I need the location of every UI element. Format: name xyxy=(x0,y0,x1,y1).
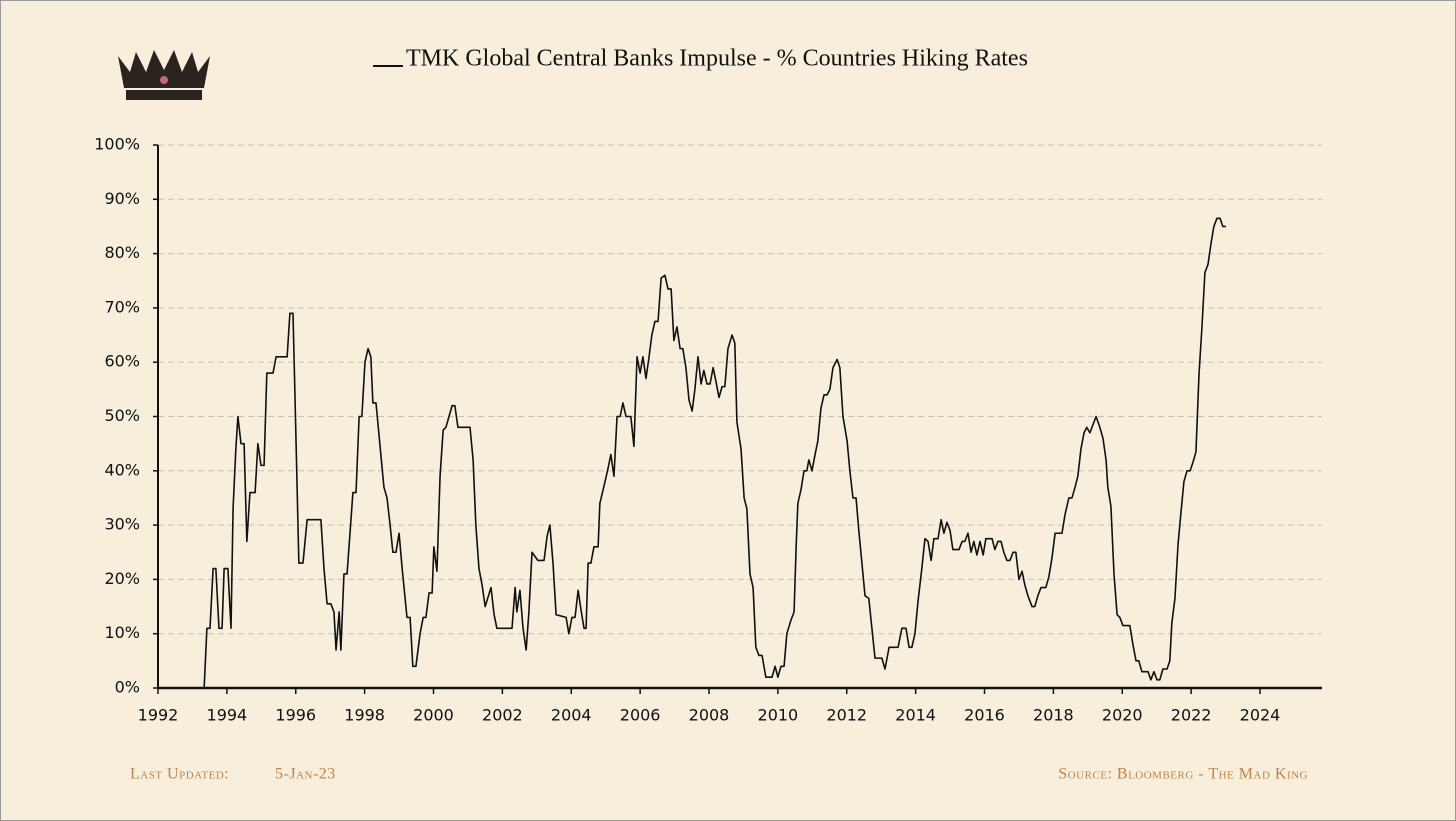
x-tick-label: 1998 xyxy=(344,706,385,725)
x-tick-label: 1996 xyxy=(275,706,316,725)
x-tick-label: 2004 xyxy=(551,706,592,725)
x-tick-label: 2016 xyxy=(964,706,1005,725)
y-tick-label: 0% xyxy=(115,678,140,697)
x-tick-label: 2008 xyxy=(689,706,730,725)
y-tick-label: 40% xyxy=(104,460,140,479)
x-tick-label: 1994 xyxy=(207,706,248,725)
x-tick-label: 2006 xyxy=(620,706,661,725)
y-tick-label: 10% xyxy=(104,623,140,642)
x-tick-label: 1992 xyxy=(138,706,179,725)
chart-title: TMK Global Central Banks Impulse - % Cou… xyxy=(406,46,1028,72)
y-tick-label: 100% xyxy=(94,135,140,154)
x-tick-label: 2020 xyxy=(1102,706,1143,725)
x-tick-label: 2018 xyxy=(1033,706,1074,725)
x-tick-label: 2000 xyxy=(413,706,454,725)
x-tick-label: 2014 xyxy=(895,706,936,725)
y-tick-label: 20% xyxy=(104,569,140,588)
footer-source: Source: Bloomberg - The Mad King xyxy=(1058,766,1308,783)
crown-logo xyxy=(118,50,210,100)
footer-updated-date: 5-Jan-23 xyxy=(275,766,336,783)
footer-updated-label: Last Updated: xyxy=(130,766,229,783)
x-tick-label: 2024 xyxy=(1240,706,1281,725)
y-tick-label: 90% xyxy=(104,189,140,208)
x-tick-label: 2010 xyxy=(758,706,799,725)
x-tick-label: 2022 xyxy=(1171,706,1212,725)
y-tick-label: 50% xyxy=(104,406,140,425)
series-line xyxy=(203,217,1226,689)
x-tick-label: 2012 xyxy=(826,706,867,725)
y-tick-label: 30% xyxy=(104,515,140,534)
y-tick-label: 70% xyxy=(104,297,140,316)
y-tick-label: 80% xyxy=(104,243,140,262)
y-tick-label: 60% xyxy=(104,352,140,371)
x-tick-label: 2002 xyxy=(482,706,523,725)
